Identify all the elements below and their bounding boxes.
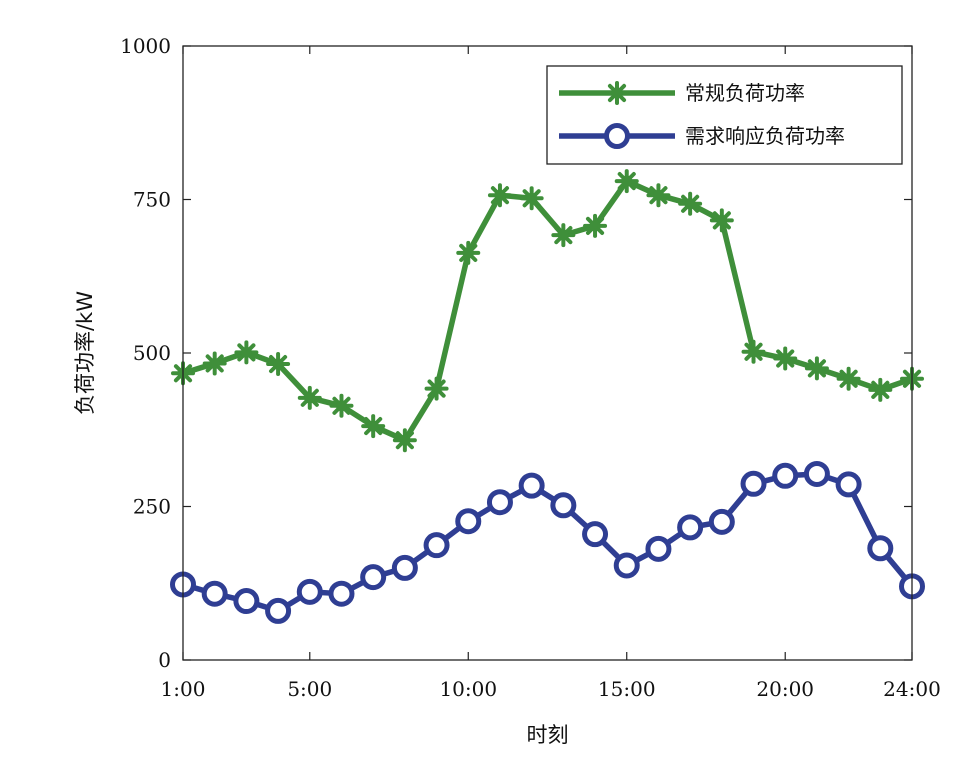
data-point — [328, 580, 355, 607]
x-tick-label: 15:00 — [598, 677, 656, 701]
y-tick-label: 750 — [133, 188, 171, 212]
data-point — [455, 508, 482, 535]
data-point — [677, 514, 704, 541]
x-tick-label: 5:00 — [287, 677, 332, 701]
data-point — [583, 213, 608, 238]
y-tick-label: 500 — [133, 341, 171, 365]
data-point — [233, 588, 260, 615]
axes: 0 250 500 750 1000 1:00 5:00 10:00 15:00 20:00 24:… — [120, 34, 941, 701]
data-point — [645, 535, 672, 562]
data-point — [868, 377, 893, 402]
x-tick-label: 10:00 — [439, 677, 497, 701]
legend-item: 需求响应负荷功率 — [559, 123, 845, 149]
data-point — [329, 393, 354, 418]
data-point — [708, 508, 735, 535]
data-point — [773, 346, 798, 371]
data-point — [361, 414, 386, 439]
data-point — [519, 186, 544, 211]
series-line — [182, 178, 913, 443]
legend-label: 需求响应负荷功率 — [685, 124, 845, 148]
data-point — [265, 597, 292, 624]
legend-item: 常规负荷功率 — [559, 81, 805, 105]
data-point — [201, 580, 228, 607]
data-point — [582, 521, 609, 548]
x-tick-label: 1:00 — [161, 677, 206, 701]
legend-marker — [605, 81, 629, 105]
data-point — [456, 240, 481, 265]
x-tick-label: 24:00 — [883, 677, 941, 701]
data-point — [234, 340, 259, 365]
legend-box — [546, 65, 903, 165]
data-point — [266, 352, 291, 377]
data-point — [487, 183, 512, 208]
data-point — [486, 489, 513, 516]
data-point — [741, 339, 766, 364]
data-point — [391, 554, 418, 581]
data-point — [360, 564, 387, 591]
data-point — [836, 366, 861, 391]
x-axis-title: 时刻 — [527, 723, 569, 747]
y-tick-label: 250 — [133, 495, 171, 519]
legend-label: 常规负荷功率 — [685, 81, 805, 105]
legend-marker — [604, 123, 630, 149]
data-point — [867, 535, 894, 562]
data-point — [804, 356, 829, 381]
y-tick-label: 0 — [158, 648, 171, 672]
data-point — [392, 428, 417, 453]
data-point — [202, 351, 227, 376]
data-point — [740, 470, 767, 497]
series-2 — [170, 460, 925, 624]
data-point — [709, 208, 734, 233]
data-point — [678, 191, 703, 216]
data-point — [835, 471, 862, 498]
data-point — [803, 460, 830, 487]
data-point — [772, 462, 799, 489]
data-point — [424, 376, 449, 401]
data-point — [423, 532, 450, 559]
y-tick-label: 1000 — [120, 34, 171, 58]
data-point — [613, 552, 640, 579]
y-axis-title: 负荷功率/kW — [73, 291, 97, 415]
data-point — [518, 472, 545, 499]
series-line — [182, 471, 915, 614]
data-point — [646, 183, 671, 208]
series-1 — [171, 169, 924, 453]
data-point — [551, 223, 576, 248]
x-tick-label: 20:00 — [756, 677, 814, 701]
plot-area — [170, 169, 925, 624]
data-point — [550, 492, 577, 519]
data-point — [297, 385, 322, 410]
data-point — [614, 169, 639, 194]
data-point — [296, 578, 323, 605]
